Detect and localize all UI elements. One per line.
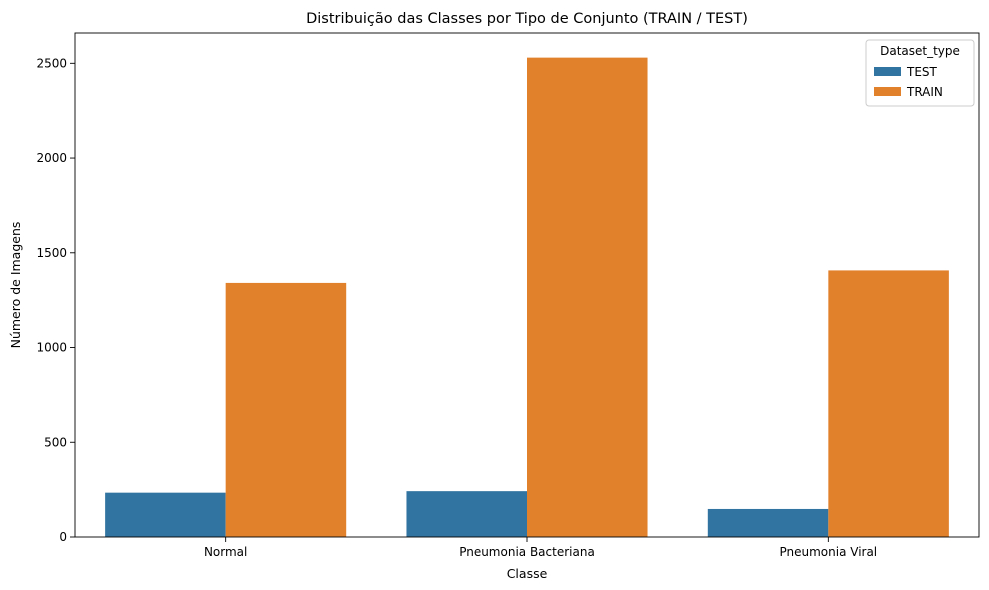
- x-tick-label: Pneumonia Bacteriana: [459, 545, 595, 559]
- y-tick-label: 1500: [36, 246, 67, 260]
- legend-swatch-test: [874, 67, 901, 76]
- x-axis-label: Classe: [507, 566, 548, 581]
- x-axis: Normal Pneumonia Bacteriana Pneumonia Vira…: [204, 537, 877, 559]
- bars-group: [105, 57, 949, 537]
- bar-train-pneumonia-bacteriana: [527, 57, 648, 537]
- bar-test-pneumonia-bacteriana: [406, 491, 527, 537]
- legend-swatch-train: [874, 87, 901, 96]
- y-axis-label: Número de Imagens: [8, 222, 23, 349]
- y-tick-label: 0: [59, 530, 67, 544]
- x-tick-label: Normal: [204, 545, 247, 559]
- bar-test-pneumonia-viral: [707, 508, 829, 537]
- plot-frame: [74, 32, 980, 538]
- y-tick-label: 2500: [36, 56, 67, 70]
- bar-test-normal: [105, 492, 226, 537]
- y-tick-label: 2000: [36, 151, 67, 165]
- legend-label-train: TRAIN: [906, 85, 943, 99]
- bar-train-normal: [225, 282, 347, 537]
- y-tick-label: 500: [44, 435, 67, 449]
- y-tick-label: 1000: [36, 341, 67, 355]
- y-axis: 0 500 1000 1500 2000 2500: [36, 56, 75, 544]
- bar-train-pneumonia-viral: [828, 270, 949, 537]
- chart-title: Distribuição das Classes por Tipo de Con…: [306, 11, 748, 27]
- legend-title: Dataset_type: [880, 44, 960, 58]
- x-tick-label: Pneumonia Viral: [779, 545, 877, 559]
- legend-label-test: TEST: [906, 65, 938, 79]
- legend: Dataset_type TEST TRAIN: [865, 39, 975, 107]
